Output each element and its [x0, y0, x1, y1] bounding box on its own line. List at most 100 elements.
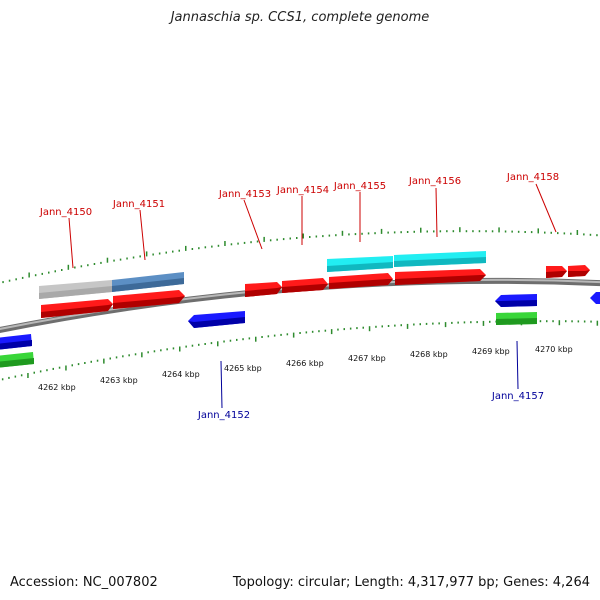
major-tick: [368, 326, 371, 332]
minor-tick: [96, 359, 99, 362]
major-tick: [330, 329, 333, 335]
rna-gene-jann-4157-shade: [496, 318, 537, 325]
minor-tick: [343, 328, 345, 331]
minor-tick: [324, 329, 327, 332]
minor-tick: [166, 348, 168, 351]
minor-tick: [41, 272, 43, 275]
minor-tick: [557, 232, 559, 235]
minor-tick: [273, 334, 276, 337]
label-jann-4156[interactable]: Jann_4156: [408, 176, 461, 187]
gene-reverse-right[interactable]: [590, 292, 600, 304]
minor-tick: [465, 230, 468, 233]
minor-tick: [552, 320, 554, 323]
minor-tick: [33, 371, 35, 374]
minor-tick: [153, 350, 156, 353]
minor-tick: [318, 330, 320, 333]
map-title: Jannaschia sp. CCS1, complete genome: [170, 10, 430, 25]
label-jann-4152[interactable]: Jann_4152: [197, 410, 250, 421]
major-tick: [498, 227, 500, 233]
minor-tick: [463, 321, 466, 324]
minor-tick: [485, 230, 487, 233]
gene-reverse-middle-shade: [495, 300, 537, 307]
minor-tick: [563, 232, 566, 235]
feature-steel-shade: [112, 278, 184, 292]
minor-tick: [198, 343, 200, 346]
minor-tick: [172, 347, 175, 350]
label-jann-4153[interactable]: Jann_4153: [218, 189, 271, 200]
scale-labels: 4262 kbp 4263 kbp 4264 kbp 4265 kbp 4266…: [38, 345, 573, 392]
leader-jann-4150: [68, 217, 74, 269]
minor-tick: [21, 276, 24, 279]
major-tick: [141, 352, 143, 358]
feature-grey-shade: [39, 286, 112, 299]
gene-jann-4151-shade: [113, 296, 185, 309]
scale-label-4264: 4264 kbp: [162, 370, 200, 379]
leader-jann-4153: [243, 199, 263, 250]
major-tick: [217, 341, 219, 347]
major-tick: [444, 322, 447, 328]
minor-tick: [349, 327, 352, 330]
minor-tick: [299, 332, 301, 334]
major-tick: [302, 233, 304, 239]
major-tick: [459, 227, 461, 233]
minor-tick: [406, 231, 409, 233]
minor-tick: [229, 339, 232, 342]
minor-tick: [109, 357, 111, 360]
minor-tick: [250, 241, 252, 244]
minor-tick: [589, 233, 592, 236]
label-jann-4157[interactable]: Jann_4157: [491, 391, 544, 402]
minor-tick: [337, 328, 339, 331]
major-tick: [420, 227, 422, 233]
minor-tick: [367, 232, 370, 235]
gene-jann-4153-shade: [245, 287, 282, 297]
minor-tick: [210, 342, 213, 345]
minor-tick: [451, 321, 453, 324]
minor-tick: [223, 340, 225, 343]
label-jann-4155[interactable]: Jann_4155: [333, 181, 386, 192]
minor-tick: [46, 369, 48, 372]
leader-jann-4157: [516, 340, 519, 390]
label-jann-4158[interactable]: Jann_4158: [506, 172, 559, 183]
minor-tick: [413, 230, 415, 233]
minor-tick: [504, 230, 507, 233]
label-jann-4151[interactable]: Jann_4151: [112, 199, 165, 210]
minor-tick: [439, 230, 442, 233]
minor-tick: [356, 327, 358, 330]
minor-tick: [286, 333, 289, 336]
minor-tick: [93, 263, 96, 265]
minor-tick: [204, 343, 206, 345]
genome-summary-text: Topology: circular; Length: 4,317,977 bp…: [232, 575, 590, 590]
minor-tick: [375, 325, 377, 328]
scale-label-4270: 4270 kbp: [535, 345, 573, 354]
minor-tick: [139, 255, 141, 258]
minor-tick: [172, 250, 174, 253]
minor-tick: [596, 234, 598, 237]
accession-text: Accession: NC_007802: [10, 575, 158, 590]
minor-tick: [147, 351, 149, 354]
minor-tick: [413, 323, 415, 326]
minor-tick: [158, 252, 161, 255]
label-jann-4154[interactable]: Jann_4154: [276, 185, 329, 196]
minor-tick: [544, 231, 546, 234]
minor-tick: [128, 354, 130, 357]
minor-tick: [571, 320, 573, 323]
minor-tick: [71, 364, 73, 367]
minor-tick: [119, 258, 122, 261]
gene-labels: Jann_4150 Jann_4151 Jann_4153 Jann_4154 …: [39, 172, 559, 421]
label-jann-4150[interactable]: Jann_4150: [39, 207, 92, 218]
minor-tick: [191, 248, 194, 250]
minor-tick: [478, 230, 481, 233]
minor-tick: [446, 230, 448, 233]
minor-tick: [419, 323, 421, 326]
minor-tick: [267, 335, 270, 338]
minor-tick: [530, 231, 533, 234]
minor-tick: [185, 345, 187, 348]
major-tick: [537, 228, 539, 234]
minor-tick: [269, 239, 272, 242]
minor-tick: [2, 281, 4, 284]
minor-tick: [354, 233, 357, 236]
minor-tick: [276, 238, 278, 241]
major-tick: [27, 373, 29, 378]
rna-gene-track: [0, 312, 537, 368]
reverse-gene-track: [0, 292, 600, 350]
